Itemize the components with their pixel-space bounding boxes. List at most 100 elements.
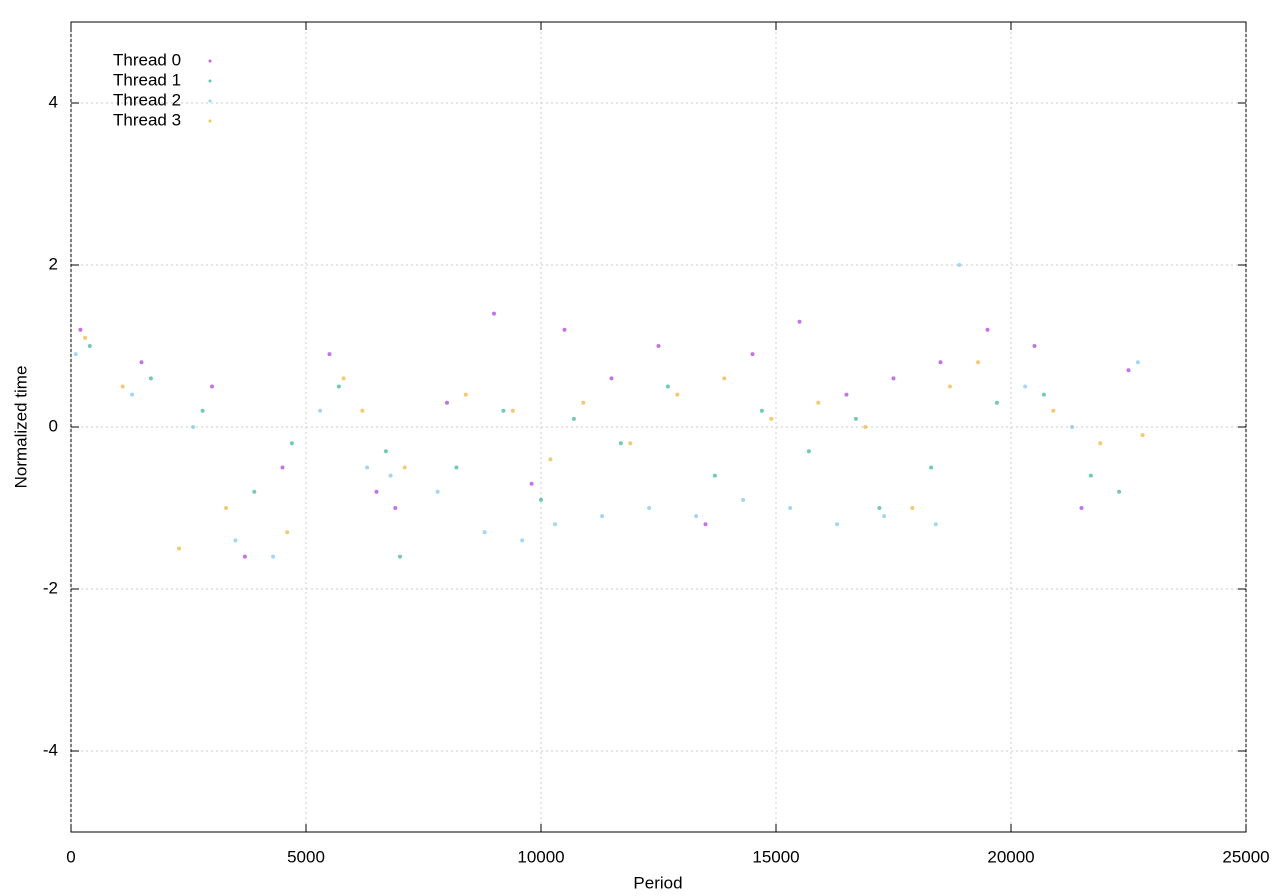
point (882, 514, 887, 519)
point (1079, 506, 1084, 510)
point (853, 416, 858, 421)
point (191, 425, 196, 429)
point (609, 376, 614, 381)
point (341, 376, 346, 381)
point (435, 489, 440, 494)
y-tick-label: 4 (49, 92, 58, 111)
point (148, 376, 153, 381)
point (938, 360, 943, 365)
point (694, 514, 699, 519)
point (130, 392, 135, 397)
point (177, 546, 182, 551)
point (600, 514, 605, 519)
point (806, 449, 811, 454)
point (383, 449, 388, 454)
point (271, 554, 276, 559)
point (788, 506, 793, 510)
legend-label: Thread 2 (113, 90, 181, 109)
point (120, 384, 125, 389)
point (210, 384, 214, 389)
point (712, 473, 717, 478)
point (327, 352, 332, 357)
point (454, 465, 459, 470)
point (492, 311, 496, 316)
legend-marker (208, 99, 212, 103)
point (365, 465, 370, 470)
point (374, 489, 379, 494)
legend-label: Thread 3 (113, 110, 181, 129)
point (252, 489, 257, 494)
point (994, 400, 999, 405)
y-tick-label: 0 (49, 416, 58, 435)
x-tick-label: 20000 (987, 847, 1034, 866)
point (501, 408, 506, 413)
x-tick-label: 0 (66, 847, 75, 866)
point (947, 384, 952, 389)
point (445, 400, 449, 405)
point (750, 352, 755, 357)
point (83, 335, 88, 340)
y-tick-label: -2 (43, 578, 58, 597)
point (393, 506, 398, 510)
point (571, 416, 576, 421)
point (581, 400, 586, 405)
point (318, 408, 323, 413)
point (769, 416, 774, 421)
point (985, 327, 990, 332)
point (242, 554, 247, 559)
point (835, 522, 840, 527)
legend-marker (208, 119, 212, 123)
point (548, 457, 553, 462)
point (539, 497, 543, 502)
point (520, 538, 525, 543)
point (1041, 392, 1046, 397)
point (1140, 433, 1145, 438)
point (233, 538, 238, 543)
y-tick-label: 2 (49, 254, 58, 273)
point (976, 360, 981, 365)
y-axis-label: Normalized time (11, 366, 30, 489)
point (87, 344, 92, 348)
y-tick-label: -4 (43, 740, 58, 759)
point (910, 506, 915, 510)
point (675, 392, 680, 397)
point (463, 392, 468, 397)
point (877, 506, 882, 510)
point (1126, 368, 1131, 373)
point (139, 360, 144, 365)
point (402, 465, 407, 470)
point (285, 530, 290, 535)
point (78, 327, 83, 332)
legend-marker (208, 59, 212, 63)
point (388, 473, 393, 478)
point (510, 408, 515, 413)
x-axis-label: Period (633, 873, 682, 892)
point (200, 408, 205, 413)
point (656, 344, 661, 348)
point (703, 522, 708, 527)
point (722, 376, 727, 381)
x-tick-label: 15000 (752, 847, 799, 866)
point (1117, 489, 1122, 494)
x-tick-label: 5000 (287, 847, 325, 866)
x-tick-label: 25000 (1222, 847, 1269, 866)
point (224, 506, 229, 510)
point (73, 352, 78, 357)
point (891, 376, 896, 381)
point (797, 319, 802, 324)
legend-marker (208, 79, 212, 83)
point (1070, 425, 1075, 429)
point (336, 384, 341, 389)
point (929, 465, 934, 470)
point (741, 497, 746, 502)
point (933, 522, 938, 527)
legend-label: Thread 0 (113, 50, 181, 69)
legend-label: Thread 1 (113, 70, 181, 89)
x-tick-label: 10000 (517, 847, 564, 866)
point (618, 441, 623, 446)
point (647, 506, 652, 510)
point (360, 408, 365, 413)
point (1088, 473, 1093, 478)
point (957, 263, 962, 267)
